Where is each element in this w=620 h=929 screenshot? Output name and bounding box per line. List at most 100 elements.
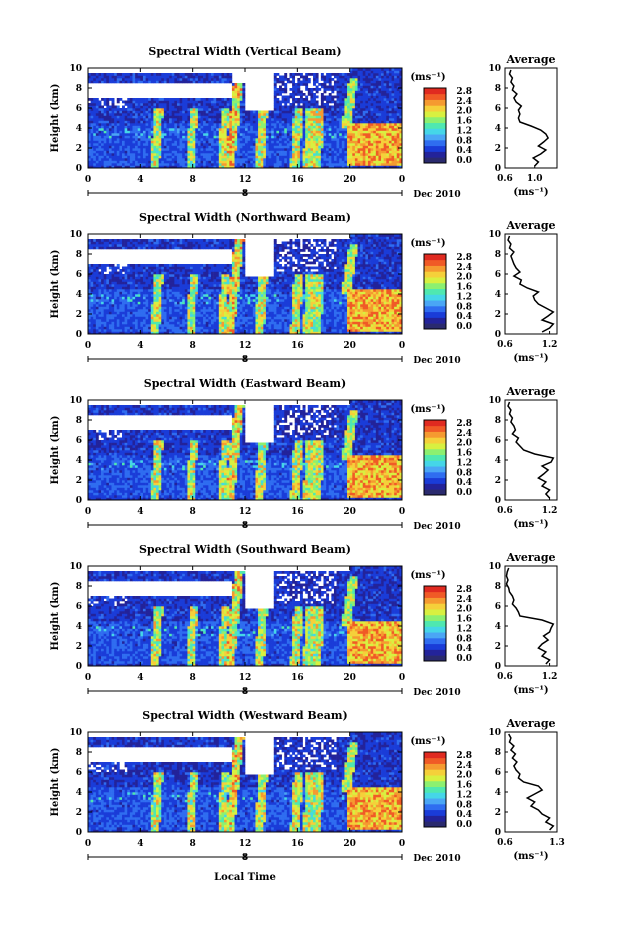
heatmap-cell bbox=[383, 110, 387, 114]
heatmap-cell bbox=[292, 103, 296, 106]
heatmap-cell bbox=[310, 165, 314, 169]
heatmap-cell bbox=[140, 306, 144, 310]
heatmap-cell bbox=[234, 83, 238, 86]
heatmap-cell bbox=[255, 118, 259, 121]
heatmap-cell bbox=[122, 301, 125, 305]
heatmap-cell bbox=[354, 133, 358, 136]
heatmap-cell bbox=[163, 98, 167, 101]
heatmap-cell bbox=[292, 80, 296, 84]
heatmap-cell bbox=[129, 304, 133, 307]
heatmap-cell bbox=[158, 103, 162, 106]
heatmap-cell bbox=[352, 80, 356, 84]
heatmap-cell bbox=[153, 281, 157, 285]
heatmap-cell bbox=[127, 78, 131, 81]
heatmap-cell bbox=[111, 266, 115, 270]
heatmap-cell bbox=[119, 128, 123, 131]
heatmap-cell bbox=[281, 165, 285, 169]
heatmap-cell bbox=[161, 75, 165, 79]
heatmap-cell bbox=[229, 98, 233, 101]
heatmap-cell bbox=[323, 130, 327, 134]
heatmap-cell bbox=[108, 239, 112, 242]
heatmap-cell bbox=[339, 125, 343, 129]
heatmap-cell bbox=[305, 95, 309, 99]
heatmap-cell bbox=[111, 135, 115, 139]
heatmap-cell bbox=[273, 153, 277, 156]
heatmap-cell bbox=[114, 284, 118, 287]
heatmap-cell bbox=[197, 118, 201, 121]
heatmap-cell bbox=[103, 321, 107, 325]
heatmap-cell bbox=[192, 150, 196, 154]
heatmap-cell bbox=[103, 150, 107, 154]
heatmap-cell bbox=[192, 78, 196, 81]
heatmap-cell bbox=[323, 150, 327, 154]
heatmap-cell bbox=[362, 105, 366, 109]
heatmap-cell bbox=[135, 113, 139, 116]
heatmap-cell bbox=[161, 98, 165, 101]
heatmap-cell bbox=[179, 113, 183, 116]
heatmap-cell bbox=[399, 88, 403, 91]
heatmap-cell bbox=[119, 155, 123, 159]
heatmap-cell bbox=[394, 75, 398, 79]
heatmap-cell bbox=[197, 98, 201, 101]
heatmap-cell bbox=[111, 128, 115, 131]
heatmap-cell bbox=[365, 160, 369, 164]
heatmap-cell bbox=[354, 78, 358, 81]
heatmap-cell bbox=[226, 113, 230, 116]
heatmap-cell bbox=[354, 153, 358, 156]
heatmap-cell bbox=[289, 165, 293, 169]
heatmap-cell bbox=[381, 163, 384, 166]
heatmap-cell bbox=[331, 128, 335, 131]
heatmap-cell bbox=[320, 155, 324, 159]
heatmap-cell bbox=[360, 143, 364, 146]
heatmap-cell bbox=[137, 78, 141, 81]
heatmap-cell bbox=[391, 133, 395, 136]
heatmap-cell bbox=[344, 148, 348, 151]
heatmap-cell bbox=[331, 155, 335, 159]
heatmap-cell bbox=[148, 78, 152, 81]
heatmap-cell bbox=[375, 80, 379, 84]
heatmap-cell bbox=[111, 279, 115, 282]
heatmap-cell bbox=[127, 133, 131, 136]
heatmap-cell bbox=[129, 108, 133, 111]
heatmap-cell bbox=[399, 148, 403, 151]
heatmap-cell bbox=[391, 105, 395, 109]
heatmap-cell bbox=[320, 138, 324, 141]
heatmap-cell bbox=[124, 145, 128, 149]
heatmap-cell bbox=[182, 78, 186, 81]
heatmap-cell bbox=[333, 120, 337, 124]
heatmap-cell bbox=[299, 135, 303, 139]
heatmap-cell bbox=[318, 145, 322, 149]
heatmap-cell bbox=[265, 165, 269, 169]
heatmap-cell bbox=[373, 75, 377, 79]
heatmap-cell bbox=[150, 73, 154, 76]
heatmap-cell bbox=[394, 155, 398, 159]
heatmap-cell bbox=[119, 316, 123, 320]
heatmap-cell bbox=[156, 123, 159, 126]
heatmap-cell bbox=[90, 145, 94, 149]
heatmap-cell bbox=[286, 95, 290, 99]
heatmap-cell bbox=[252, 135, 256, 139]
heatmap-cell bbox=[90, 75, 94, 79]
heatmap-cell bbox=[344, 130, 348, 134]
heatmap-cell bbox=[129, 299, 133, 302]
heatmap-cell bbox=[245, 115, 248, 119]
heatmap-cell bbox=[195, 155, 199, 159]
heatmap-cell bbox=[158, 115, 162, 119]
heatmap-cell bbox=[284, 113, 288, 116]
heatmap-cell bbox=[323, 123, 327, 126]
heatmap-cell bbox=[161, 311, 165, 315]
heatmap-cell bbox=[396, 85, 400, 89]
heatmap-cell bbox=[95, 108, 99, 111]
heatmap-cell bbox=[289, 123, 293, 126]
heatmap-cell bbox=[234, 153, 238, 156]
heatmap-cell bbox=[132, 331, 136, 335]
heatmap-cell bbox=[326, 73, 330, 76]
heatmap-cell bbox=[367, 108, 371, 111]
heatmap-cell bbox=[101, 274, 104, 277]
heatmap-cell bbox=[226, 125, 230, 129]
heatmap-cell bbox=[305, 100, 309, 104]
heatmap-cell bbox=[310, 160, 314, 164]
heatmap-cell bbox=[95, 73, 99, 76]
heatmap-cell bbox=[357, 118, 361, 121]
heatmap-cell bbox=[101, 143, 104, 146]
